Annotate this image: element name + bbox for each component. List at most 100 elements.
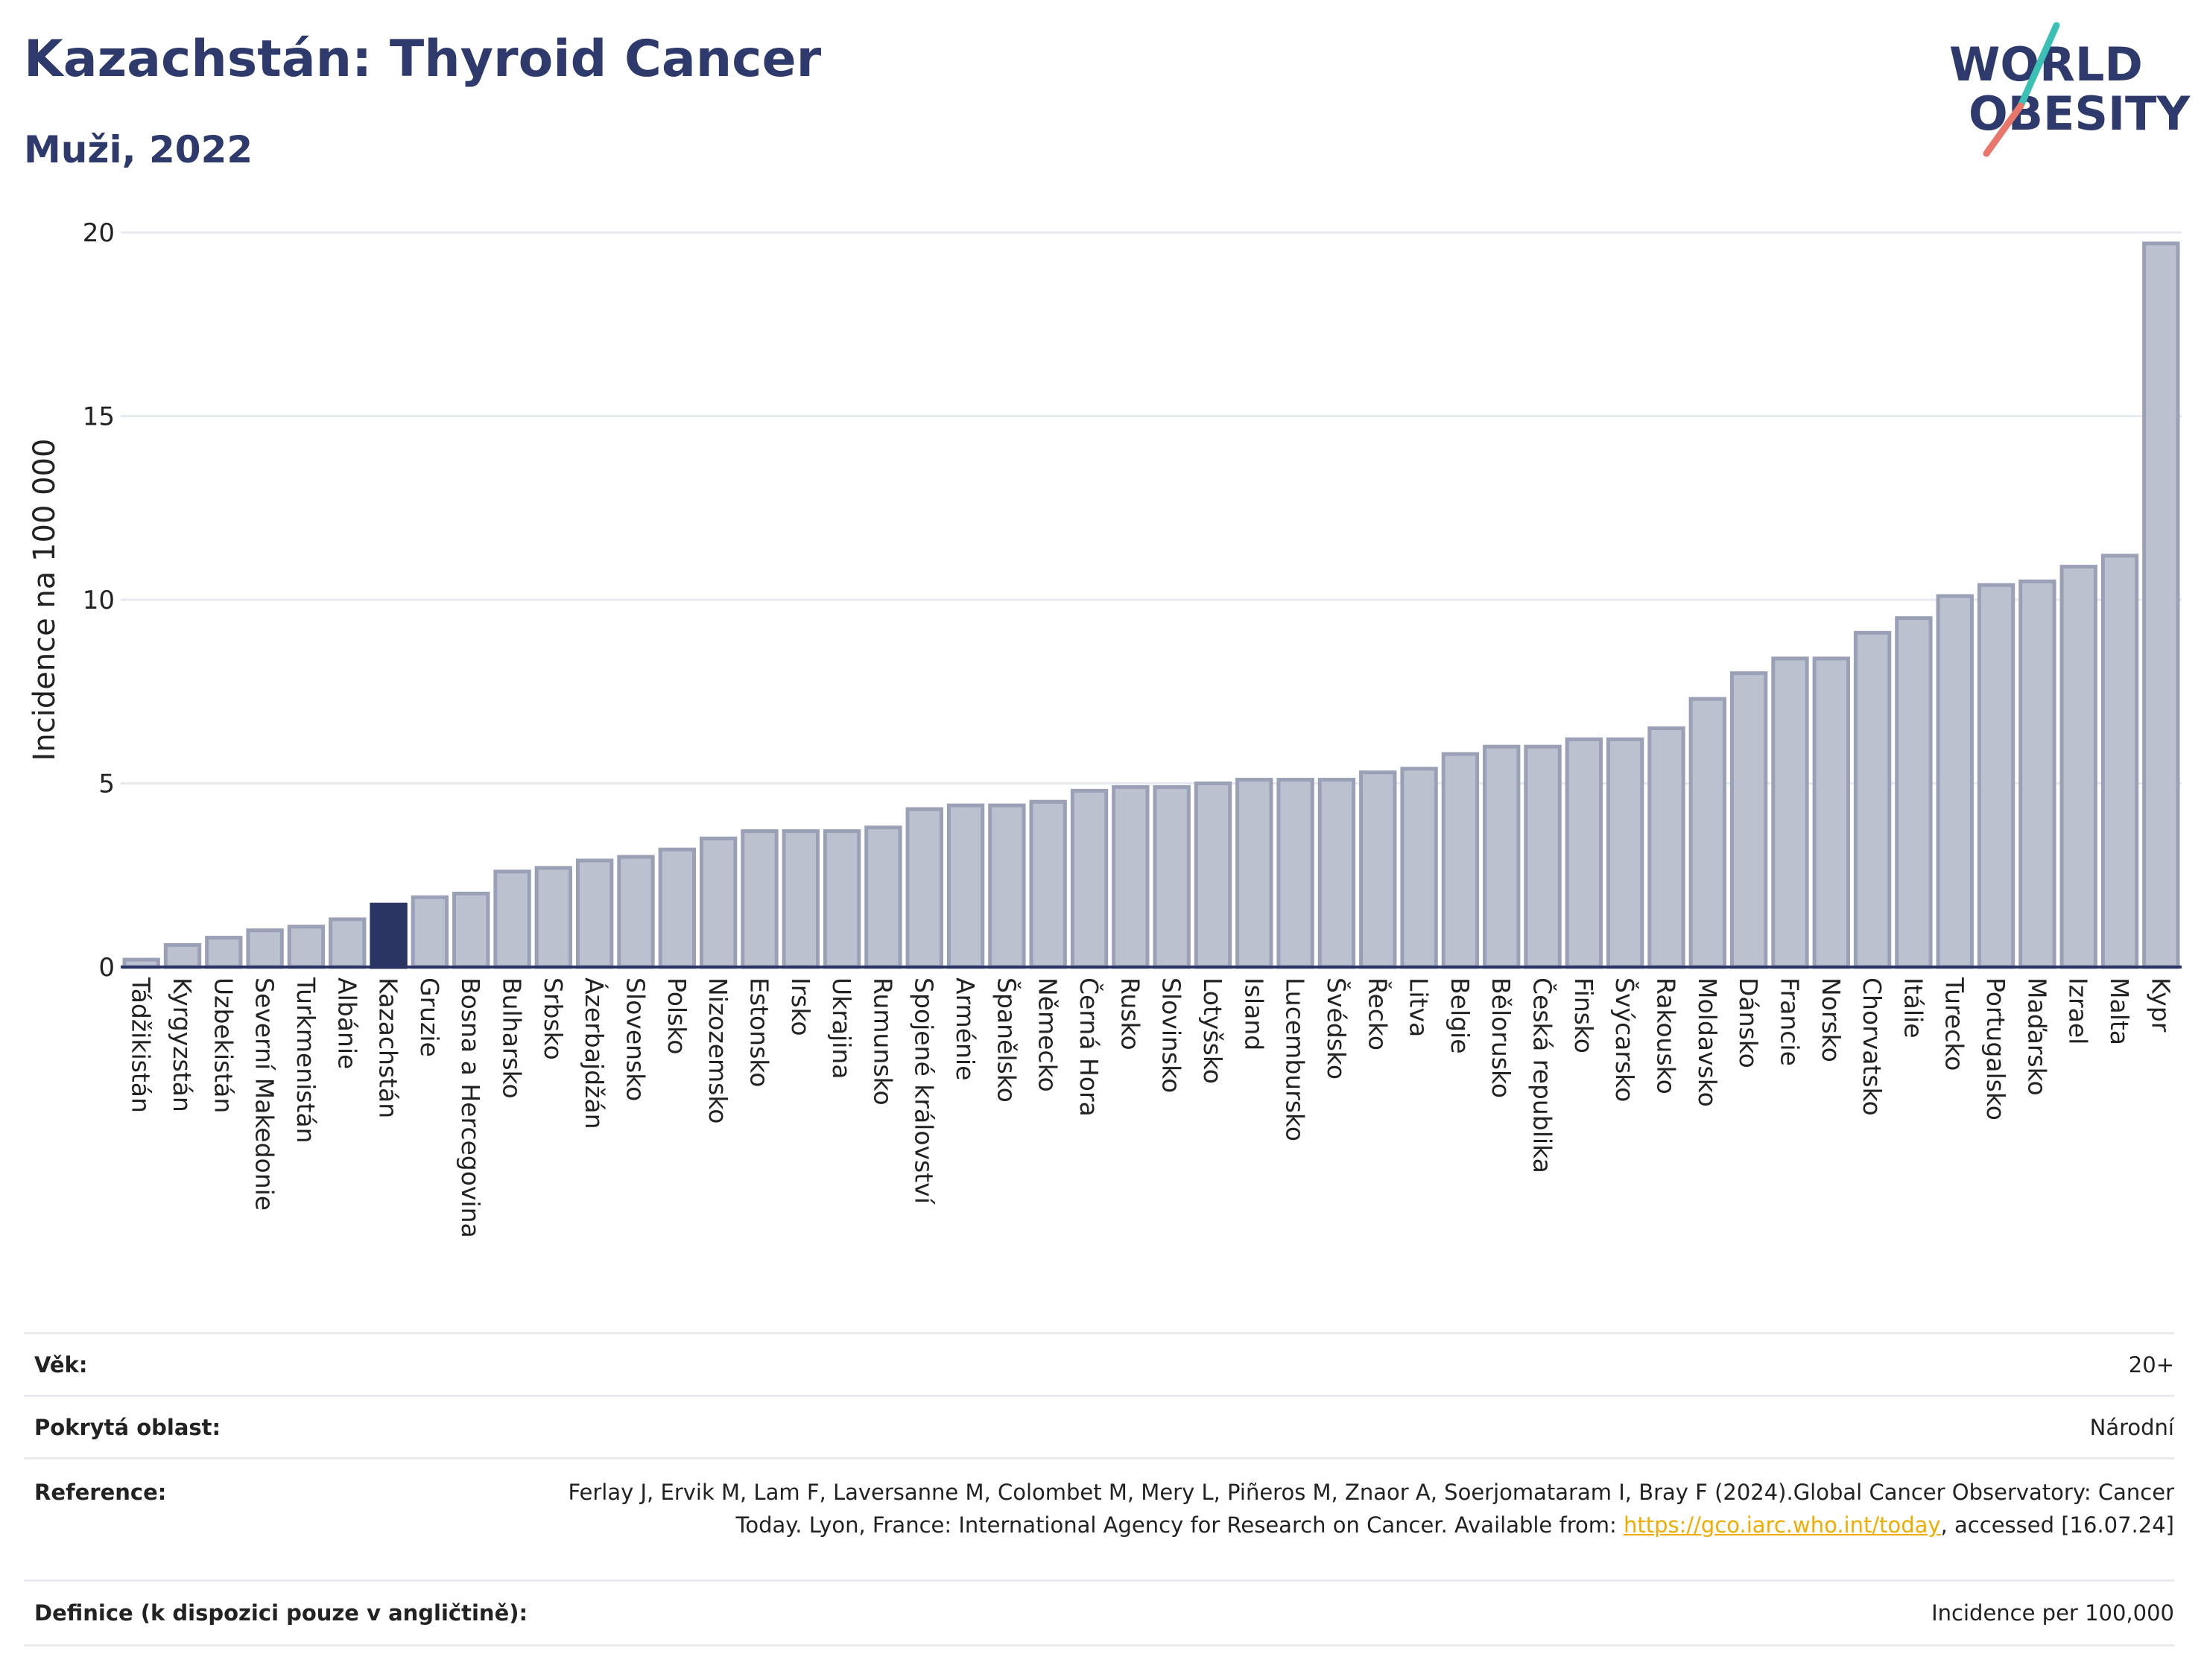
x-tick-label: Bosna a Hercegovina (456, 977, 485, 1238)
x-tick-label: Portugalsko (1981, 977, 2010, 1120)
bar (905, 807, 943, 969)
x-tick-label: Gruzie (415, 977, 444, 1057)
bar (1524, 744, 1562, 969)
x-axis-labels: Tádžikistán Kyrgyzstán Uzbekistán Severní M… (127, 977, 2176, 1238)
x-tick-label: Izrael (2064, 977, 2093, 1045)
x-tick-label: Švýcarsko (1610, 977, 1640, 1102)
bar-highlighted (370, 902, 408, 969)
bar (2100, 554, 2139, 969)
bar (1647, 726, 1685, 969)
page-subtitle: Muži, 2022 (24, 128, 253, 171)
x-tick-label: Kyrgyzstán (168, 977, 197, 1112)
bar (1688, 697, 1727, 969)
x-tick-label: Španělsko (992, 977, 1022, 1103)
bar (1153, 784, 1191, 969)
bar (1194, 782, 1232, 969)
area-value: Národní (2089, 1414, 2174, 1440)
x-tick-label: Spojené království (910, 977, 939, 1205)
bar (246, 928, 284, 969)
age-label: Věk: (34, 1351, 88, 1378)
bar (864, 825, 902, 969)
bar (1977, 583, 2015, 969)
bar (617, 855, 655, 969)
definition-value: Incidence per 100,000 (1931, 1600, 2174, 1626)
x-tick-label: Slovinsko (1157, 977, 1186, 1093)
x-tick-label: Chorvatsko (1858, 977, 1887, 1116)
bar (411, 895, 449, 969)
x-tick-label: Itálie (1899, 977, 1928, 1039)
x-tick-label: Rakousko (1652, 977, 1681, 1094)
x-tick-label: Bulharsko (498, 977, 527, 1099)
x-tick-label: Turecko (1940, 977, 1969, 1071)
reference-text: Ferlay J, Ervik M, Lam F, Laversanne M, … (568, 1480, 2174, 1538)
reference-accessed: , accessed [16.07.24] (1940, 1512, 2174, 1538)
bar (1729, 671, 1768, 969)
bar (1400, 767, 1438, 969)
bar (452, 891, 490, 969)
bar (1895, 616, 1933, 969)
bar (575, 858, 614, 969)
x-tick-label: Finsko (1569, 977, 1598, 1053)
bar (205, 936, 243, 969)
bar (823, 829, 861, 969)
bar (2059, 565, 2097, 969)
x-tick-label: Černá Hora (1074, 977, 1104, 1117)
bar (658, 847, 697, 969)
bar (1235, 778, 1273, 969)
bar (1565, 737, 1603, 969)
x-tick-label: Řecko (1363, 977, 1393, 1050)
definition-label: Definice (k dispozici pouze v angličtině… (34, 1600, 528, 1626)
x-tick-label: Srbsko (539, 977, 568, 1060)
bar (163, 942, 202, 969)
bar (1317, 778, 1356, 969)
x-tick-label: Nizozemsko (703, 977, 732, 1123)
bar-chart: 0 5 10 15 20 Incidence na 100 000 Tádžikistá… (28, 218, 2182, 1238)
y-axis-ticks: 0 5 10 15 20 (83, 218, 115, 983)
meta-row-definition: Definice (k dispozici pouze v angličtině… (24, 1579, 2174, 1646)
y-axis-title: Incidence na 100 000 (28, 439, 62, 761)
bar (1029, 799, 1067, 969)
x-tick-label: Kazachstán (374, 977, 403, 1118)
meta-row-area: Pokrytá oblast: Národní (24, 1395, 2174, 1457)
x-tick-label: Malta (2105, 977, 2134, 1045)
x-tick-label: Norsko (1817, 977, 1846, 1062)
y-tick-label: 10 (83, 586, 115, 615)
reference-link[interactable]: https://gco.iarc.who.int/today (1623, 1512, 1941, 1538)
x-tick-label: Bělorusko (1486, 977, 1516, 1098)
x-tick-label: Severní Makedonie (250, 977, 279, 1211)
bar (493, 869, 531, 969)
bar (1483, 744, 1521, 969)
bar (741, 829, 779, 969)
y-tick-label: 15 (83, 402, 115, 432)
bar (2018, 579, 2056, 969)
bar (1070, 788, 1109, 969)
x-tick-label: Irsko (786, 977, 815, 1036)
y-tick-label: 0 (98, 953, 115, 983)
x-tick-label: Lotyšsko (1198, 977, 1227, 1084)
bar (1276, 778, 1314, 969)
x-tick-label: Švédsko (1322, 977, 1352, 1080)
world-obesity-logo: WORLD OBESITY (1930, 22, 2191, 164)
bar (946, 803, 985, 969)
x-tick-label: Maďarsko (2022, 977, 2051, 1096)
x-tick-label: Kypr (2146, 977, 2175, 1033)
x-tick-label: Uzbekistán (209, 977, 238, 1113)
bar (1606, 737, 1644, 969)
bar (534, 866, 573, 969)
x-tick-label: Slovensko (621, 977, 650, 1101)
bar (2142, 241, 2180, 969)
x-tick-label: Moldavsko (1693, 977, 1722, 1107)
bar (1936, 594, 1974, 969)
x-tick-label: Ázerbajdžán (580, 977, 609, 1129)
logo-slash-icon (1983, 22, 2060, 157)
bar (287, 925, 326, 969)
x-tick-label: Česká republika (1528, 977, 1558, 1173)
reference-label: Reference: (34, 1480, 167, 1505)
x-tick-label: Rumunsko (868, 977, 897, 1106)
x-tick-label: Lucembursko (1281, 977, 1310, 1141)
metadata-table: Věk: 20+ Pokrytá oblast: Národní Referen… (24, 1332, 2174, 1646)
x-tick-label: Tádžikistán (127, 977, 156, 1113)
bar (1112, 784, 1150, 969)
bar (699, 836, 738, 969)
bars (122, 241, 2180, 969)
